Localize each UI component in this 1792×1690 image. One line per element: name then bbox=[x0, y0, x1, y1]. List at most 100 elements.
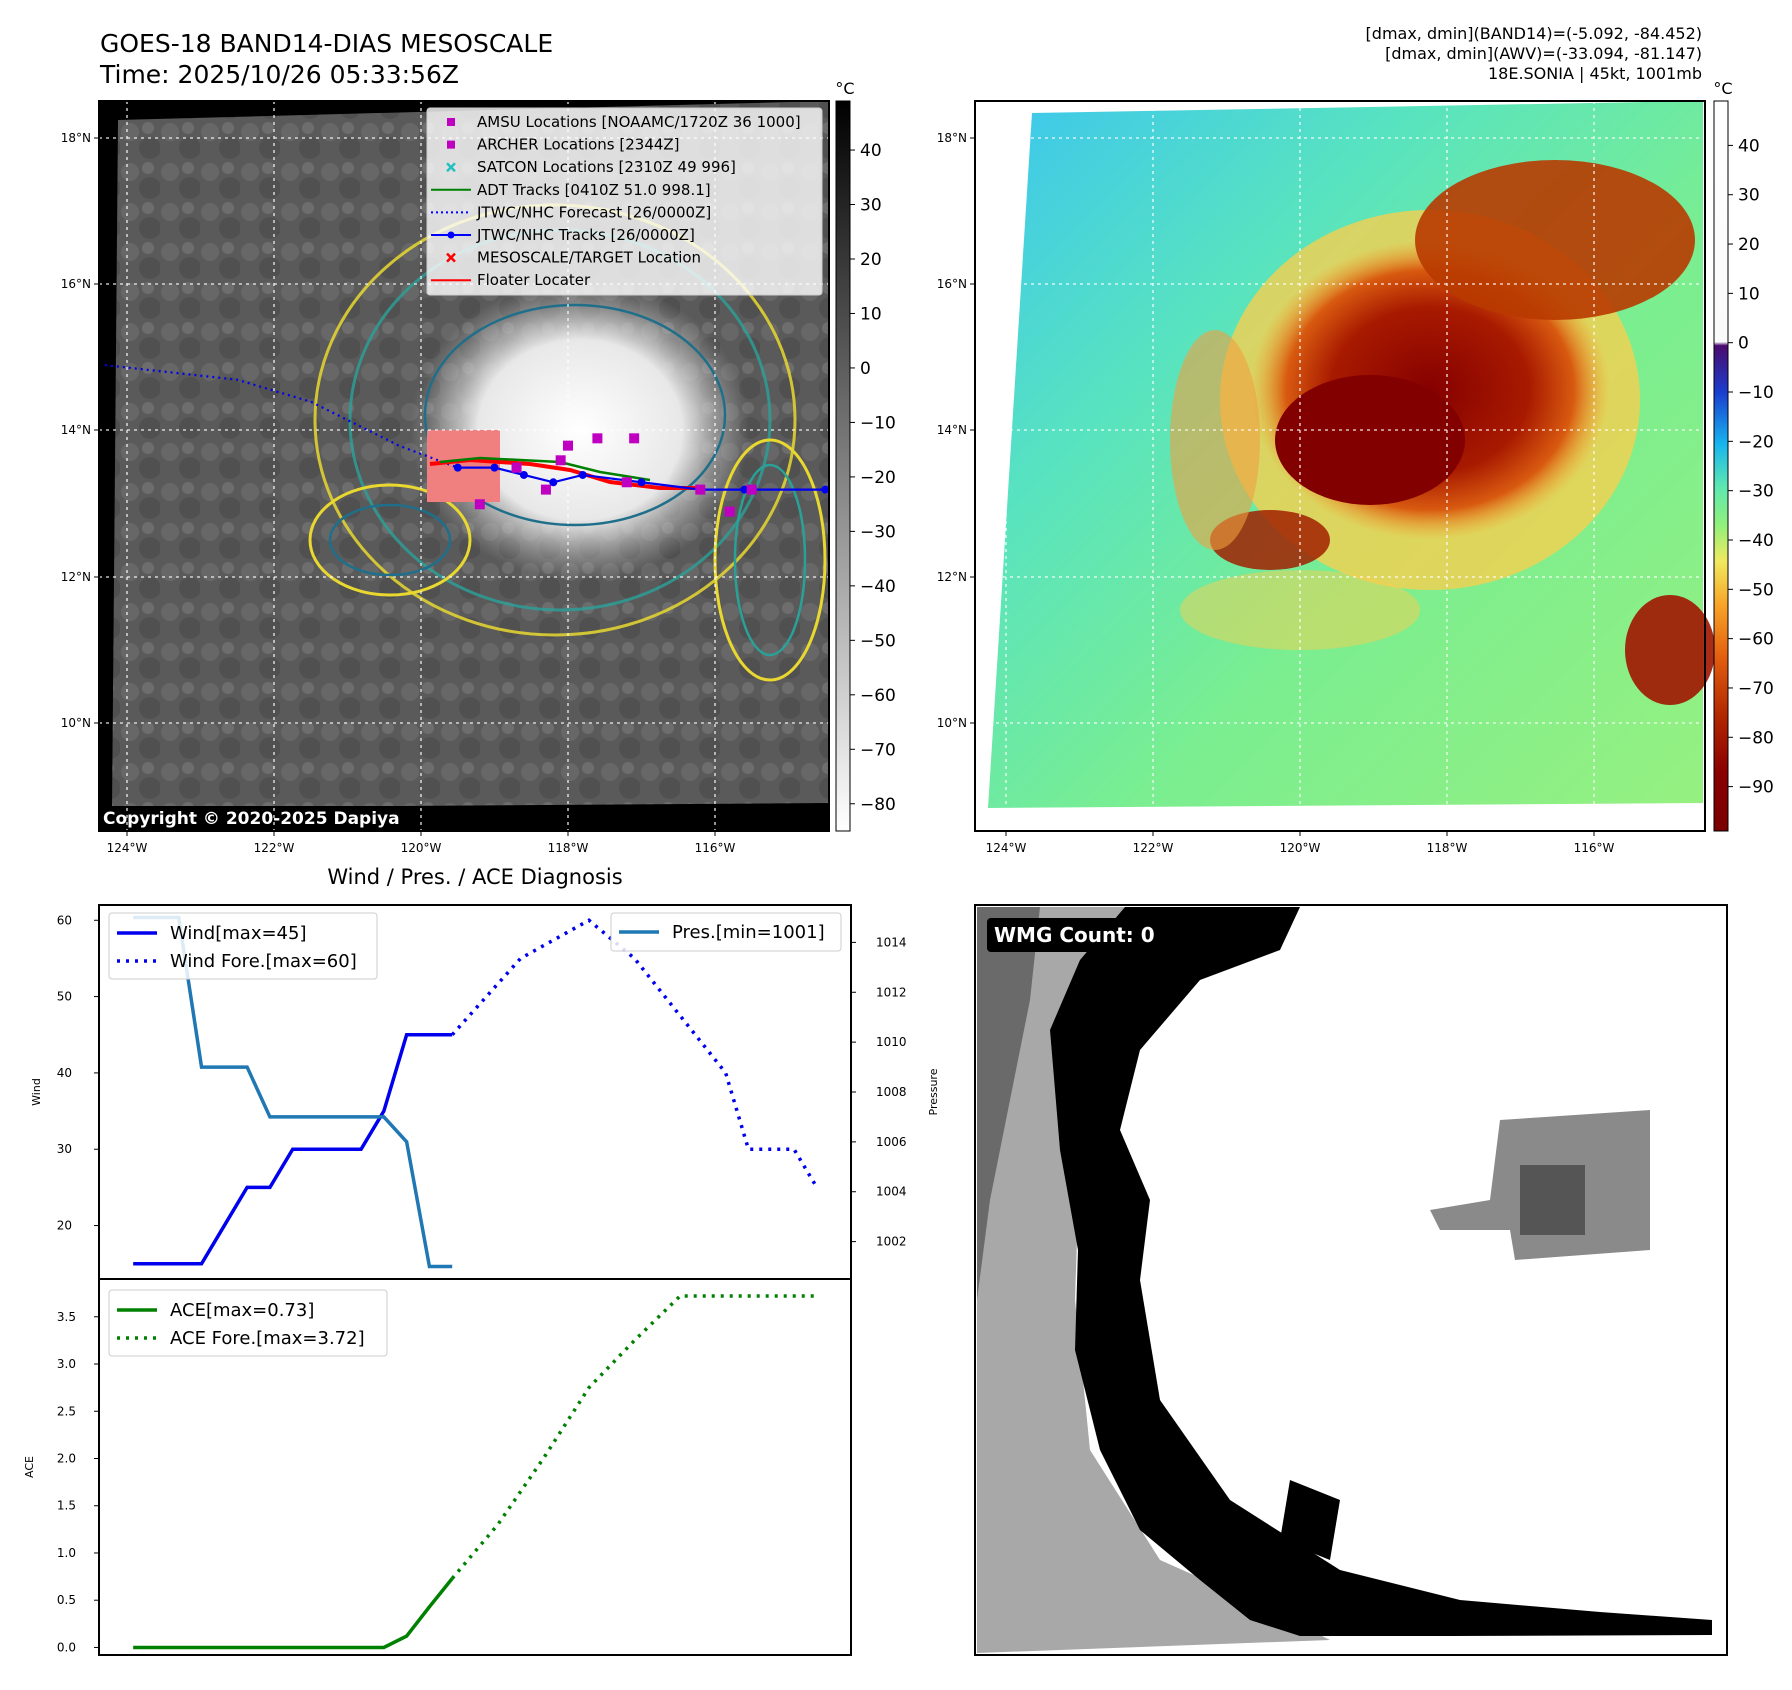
colorbar-tick: 40 bbox=[860, 141, 882, 161]
ir-lat-label: 14°N bbox=[61, 423, 91, 437]
wind-tick: 40 bbox=[57, 1066, 72, 1080]
ir-lon-label: 120°W bbox=[401, 841, 442, 855]
wmg-frame bbox=[974, 904, 1728, 1656]
jtwc-track-point bbox=[637, 478, 646, 487]
colorbar-tick: −30 bbox=[860, 522, 896, 542]
awv-cold-core bbox=[1275, 375, 1465, 505]
ir-legend: AMSU Locations [NOAAMC/1720Z 36 1000] ARC… bbox=[426, 107, 823, 296]
ace-tick: 1.0 bbox=[57, 1546, 76, 1560]
ace-series-line bbox=[133, 1577, 454, 1650]
amsu-marker bbox=[724, 506, 735, 517]
legend-entry: JTWC/NHC Forecast [26/0000Z] bbox=[476, 203, 711, 221]
legend-entry: ARCHER Locations [2344Z] bbox=[477, 136, 680, 154]
colorbar-tick: −20 bbox=[1738, 432, 1774, 452]
wind-pressure-chart: 20 30 40 50 60 1002 1004 1006 1008 1010 1012 1014 Wi… bbox=[30, 904, 940, 1280]
colorbar-tick: −80 bbox=[860, 795, 896, 815]
awv-lat-label: 14°N bbox=[937, 423, 967, 437]
ace-tick: 3.0 bbox=[57, 1357, 76, 1371]
amsu-marker bbox=[555, 455, 566, 466]
colorbar-tick: −80 bbox=[1738, 728, 1774, 748]
pressure-tick: 1010 bbox=[876, 1035, 907, 1049]
awv-lat-label: 10°N bbox=[937, 716, 967, 730]
colorbar-tick: −40 bbox=[1738, 531, 1774, 551]
amsu-marker bbox=[629, 433, 640, 444]
time-label: Time: 2025/10/26 05:33:56Z bbox=[100, 60, 459, 89]
awv-lon-label: 122°W bbox=[1133, 841, 1174, 855]
colorbar-tick: 20 bbox=[860, 250, 882, 270]
legend-entry: SATCON Locations [2310Z 49 996] bbox=[477, 158, 736, 176]
pressure-tick: 1014 bbox=[876, 935, 907, 949]
legend-entry: Wind Fore.[max=60] bbox=[170, 951, 357, 972]
wind-tick: 50 bbox=[57, 990, 72, 1004]
jtwc-track-point bbox=[549, 478, 558, 487]
jtwc-track-point bbox=[490, 463, 499, 472]
awv-map-frame bbox=[974, 100, 1706, 832]
pressure-tick: 1004 bbox=[876, 1185, 907, 1199]
ir-lat-label: 16°N bbox=[61, 277, 91, 291]
wmg-black-ring bbox=[1050, 907, 1712, 1636]
pressure-tick: 1012 bbox=[876, 985, 907, 999]
pressure-tick: 1002 bbox=[876, 1235, 907, 1249]
amsu-marker bbox=[695, 484, 706, 495]
awv-range: [dmax, dmin](AWV)=(-33.094, -81.147) bbox=[1385, 44, 1702, 63]
jtwc-track-point bbox=[821, 485, 830, 494]
adt-track bbox=[439, 456, 651, 482]
ace-tick: 0.5 bbox=[57, 1593, 76, 1607]
copyright-label: Copyright © 2020-2025 Dapiya bbox=[103, 809, 400, 829]
ir-lon-label: 116°W bbox=[695, 841, 736, 855]
awv-gridlines bbox=[975, 101, 1705, 831]
colorbar-tick: −10 bbox=[1738, 383, 1774, 403]
colorbar-tick: −50 bbox=[1738, 580, 1774, 600]
wind-legend bbox=[108, 912, 378, 980]
figure-title: GOES-18 BAND14-DIAS MESOSCALE Time: 2025… bbox=[100, 28, 553, 90]
colorbar-tick: 10 bbox=[1738, 284, 1760, 304]
ace-tick: 0.0 bbox=[57, 1640, 76, 1654]
colorbar-tick: 0 bbox=[860, 359, 871, 379]
series-line bbox=[133, 1033, 453, 1266]
colorbar-tick: −60 bbox=[1738, 630, 1774, 650]
series-line bbox=[450, 918, 819, 1189]
ace-tick: 2.5 bbox=[57, 1404, 76, 1418]
colorbar-tick: 10 bbox=[860, 304, 882, 324]
ir-colorbar: 40 30 20 10 0 −10 −20 −30 −40 −50 −60 −70 −80 bbox=[835, 100, 896, 832]
wind-tick: 20 bbox=[57, 1219, 72, 1233]
awv-map-panel bbox=[974, 100, 1715, 832]
pressure-tick: 1008 bbox=[876, 1085, 907, 1099]
legend-entry: Pres.[min=1001] bbox=[672, 922, 825, 943]
ace-tick: 3.5 bbox=[57, 1310, 76, 1324]
colorbar-tick: −50 bbox=[860, 631, 896, 651]
ir-lat-label: 10°N bbox=[61, 716, 91, 730]
amsu-markers bbox=[474, 433, 757, 517]
wind-tick: 30 bbox=[57, 1142, 72, 1156]
dmax-info: [dmax, dmin](BAND14)=(-5.092, -84.452) [… bbox=[1366, 24, 1702, 84]
colorbar-tick: −10 bbox=[860, 413, 896, 433]
ir-cold-cloud bbox=[410, 280, 750, 580]
colorbar-tick: 20 bbox=[1738, 235, 1760, 255]
mesoscale-target-box bbox=[427, 430, 500, 502]
series-line bbox=[133, 915, 453, 1269]
product-title: GOES-18 BAND14-DIAS MESOSCALE bbox=[100, 29, 554, 58]
colorbar-tick: −30 bbox=[1738, 482, 1774, 502]
ace-tick: 1.5 bbox=[57, 1499, 76, 1513]
ace-legend bbox=[108, 1289, 388, 1357]
awv-lon-label: 120°W bbox=[1280, 841, 1321, 855]
amsu-marker bbox=[563, 440, 573, 451]
colorbar-tick: −20 bbox=[860, 468, 896, 488]
ir-lon-label: 124°W bbox=[107, 841, 148, 855]
ir-lon-label: 122°W bbox=[254, 841, 295, 855]
awv-lon-label: 118°W bbox=[1427, 841, 1468, 855]
storm-info: 18E.SONIA | 45kt, 1001mb bbox=[1487, 64, 1702, 83]
awv-lat-label: 12°N bbox=[937, 570, 967, 584]
awv-colorbar-unit: °C bbox=[1713, 79, 1732, 98]
ir-map-frame bbox=[98, 100, 830, 832]
colorbar-tick: 0 bbox=[1738, 334, 1749, 354]
ace-series-line bbox=[450, 1294, 817, 1580]
amsu-marker bbox=[746, 484, 757, 495]
colorbar-tick: −90 bbox=[1738, 778, 1774, 798]
ace-chart: 0.0 0.5 1.0 1.5 2.0 2.5 3.0 3.5 ACE ACE[max=0.73]… bbox=[23, 1278, 852, 1656]
legend-entry: ACE[max=0.73] bbox=[170, 1300, 314, 1321]
awv-colorbar: 40 30 20 10 0 −10 −20 −30 −40 −50 −60 −70 −80 −90 bbox=[1713, 100, 1774, 832]
ir-colorbar-unit: °C bbox=[835, 79, 854, 98]
legend-entry: Wind[max=45] bbox=[170, 923, 307, 944]
